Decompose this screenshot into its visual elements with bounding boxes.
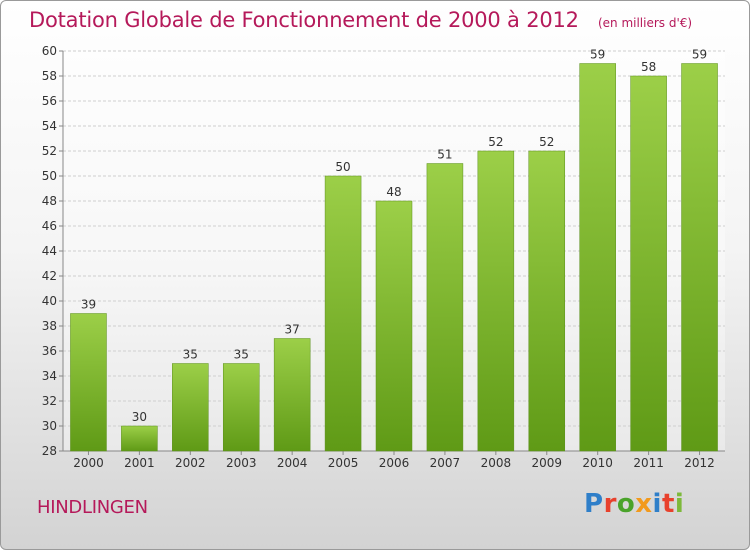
y-tick-label: 38 [42,319,57,333]
brand-logo-letter: i [652,489,662,519]
data-label: 58 [641,60,656,74]
y-tick-label: 40 [42,294,57,308]
bar-2011 [630,75,667,452]
y-tick-label: 36 [42,344,57,358]
y-tick-label: 30 [42,419,57,433]
x-tick-label: 2008 [481,456,512,470]
y-tick-label: 52 [42,144,57,158]
brand-logo: Proxiti [584,489,684,519]
data-label: 37 [285,323,300,337]
y-tick-label: 60 [42,44,57,58]
bar-2007 [426,163,464,452]
bars [70,63,718,452]
x-tick-label: 2006 [379,456,410,470]
brand-logo-letter: P [584,489,604,519]
brand-logo-letter: t [661,489,675,519]
bar-2001 [121,425,158,452]
y-tick-label: 34 [42,369,57,383]
y-tick-label: 56 [42,94,57,108]
axes: 28 30 32 34 36 38 40 42 44 46 48 50 52 54 56 58 60 2000 20… [42,44,725,470]
bar-2008 [477,150,515,452]
data-label: 35 [183,348,198,362]
y-tick-label: 28 [42,444,57,458]
bar-2012 [681,63,718,452]
y-tick-label: 44 [42,244,57,258]
bar-2002 [172,363,209,452]
brand-logo-letter: o [616,489,636,519]
data-label: 52 [488,135,503,149]
bar-2003 [222,363,260,452]
bar-2010 [579,63,616,452]
brand-logo-letter: x [635,489,653,519]
y-tick-label: 46 [42,219,57,233]
bar-2005 [324,175,362,452]
data-label: 59 [590,48,605,62]
x-tick-label: 2005 [328,456,359,470]
title-row: Dotation Globale de Fonctionnement de 20… [29,8,692,32]
x-tick-label: 2009 [531,456,562,470]
data-label: 50 [335,160,350,174]
x-tick-label: 2004 [277,456,308,470]
x-tick-label: 2003 [226,456,257,470]
y-tick-label: 58 [42,69,57,83]
data-label: 35 [234,348,249,362]
location-name: HINDLINGEN [37,497,148,518]
x-tick-label: 2001 [124,456,155,470]
x-tick-label: 2000 [73,456,104,470]
x-tick-label: 2007 [430,456,461,470]
bar-2006 [375,200,413,452]
data-label: 39 [81,298,96,312]
x-tick-label: 2012 [684,456,715,470]
data-label: 48 [386,185,401,199]
data-label: 52 [539,135,554,149]
bar-2004 [273,338,311,452]
y-tick-label: 42 [42,269,57,283]
chart-title: Dotation Globale de Fonctionnement de 20… [29,8,579,32]
x-tick-label: 2010 [582,456,613,470]
data-labels: 39 30 35 35 37 50 48 51 52 52 59 58 59 [81,48,707,425]
x-tick-label: 2011 [633,456,664,470]
data-label: 30 [132,410,147,424]
y-tick-label: 32 [42,394,57,408]
chart-subtitle: (en milliers d'€) [597,16,693,30]
data-label: 59 [692,48,707,62]
bar-2009 [528,150,566,452]
y-tick-label: 48 [42,194,57,208]
y-tick-label: 54 [42,119,57,133]
data-label: 51 [437,148,452,162]
y-tick-label: 50 [42,169,57,183]
bar-2000 [70,313,107,452]
brand-logo-letter: r [603,489,617,519]
x-tick-label: 2002 [175,456,206,470]
brand-logo-letter: i [674,489,685,519]
